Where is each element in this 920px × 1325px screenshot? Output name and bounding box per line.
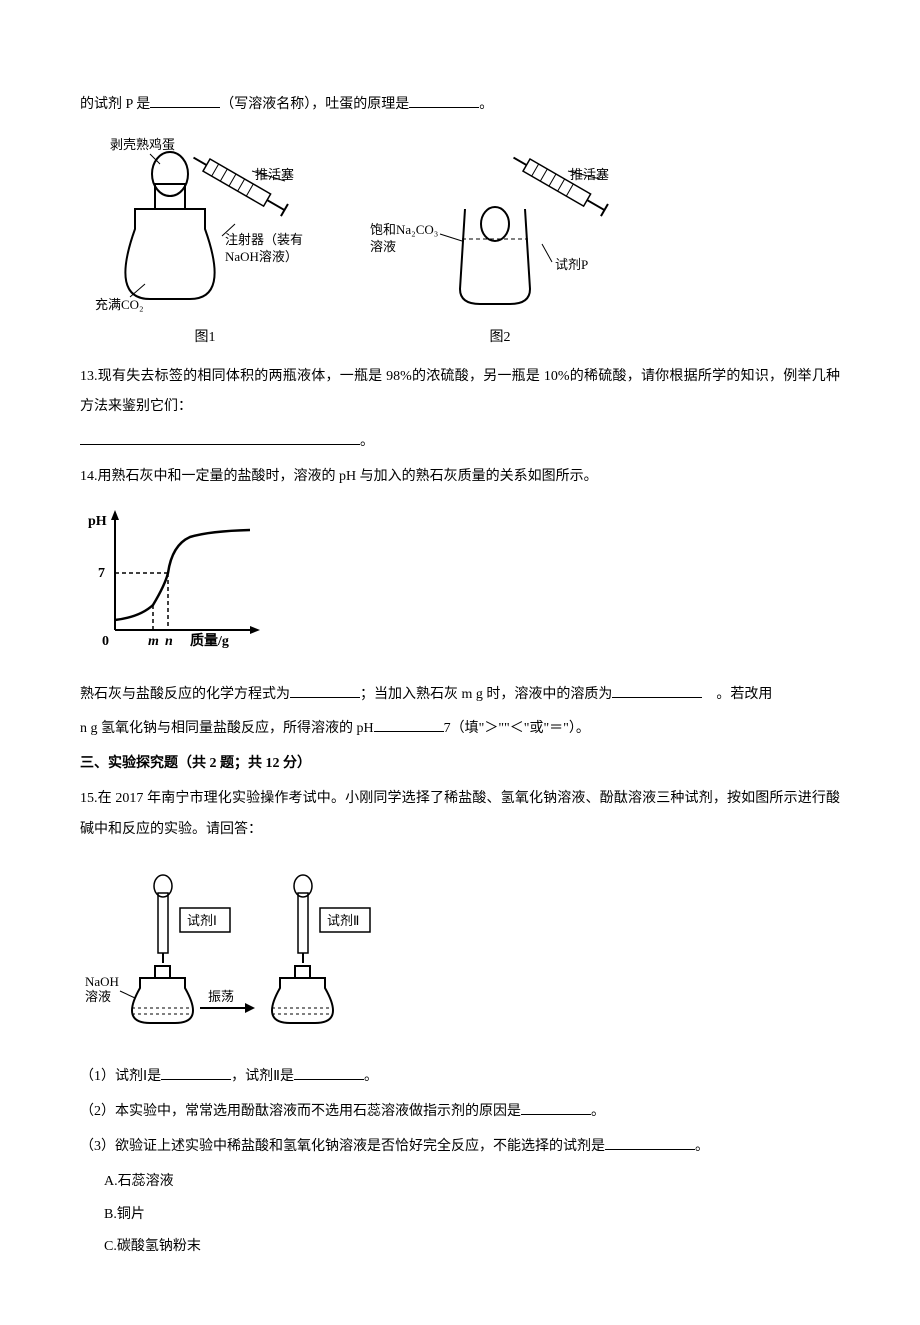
figure-1-svg: 剥壳熟鸡蛋 推活塞 注射器（装有 NaOH溶液） 充满CO₂: [80, 129, 330, 319]
svg-text:质量/g: 质量/g: [190, 632, 229, 649]
blank-principle[interactable]: [409, 94, 479, 108]
q15-s2c: 。: [591, 1104, 605, 1119]
q14-intro: 14.用熟石灰中和一定量的盐酸时，溶液的 pH 与加入的熟石灰质量的关系如图所示…: [80, 462, 840, 493]
svg-text:n: n: [165, 634, 173, 649]
q13-end: 。: [360, 434, 374, 449]
q15-s1b: ，试剂Ⅱ是: [231, 1069, 294, 1084]
option-a: A.石蕊溶液: [80, 1167, 840, 1198]
figure-2: 推活塞 饱和Na₂CO₃ 溶液 试剂P 图2: [370, 149, 630, 354]
svg-text:0: 0: [102, 634, 109, 649]
q12-end: 。: [479, 97, 493, 112]
blank-ph-compare[interactable]: [374, 718, 444, 732]
q14-l3b: 7（填"＞""＜"或"＝"）。: [444, 721, 590, 736]
svg-text:试剂P: 试剂P: [555, 257, 588, 272]
blank-q13-answer[interactable]: [80, 431, 360, 445]
egg-label-text: 剥壳熟鸡蛋: [110, 137, 175, 152]
q12-diagram-row: 剥壳熟鸡蛋 推活塞 注射器（装有 NaOH溶液） 充满CO₂: [80, 129, 840, 354]
q15-s1c: 。: [364, 1069, 378, 1084]
svg-text:NaOH: NaOH: [85, 974, 119, 989]
q15-s1a: （1）试剂Ⅰ是: [80, 1069, 161, 1084]
blank-reagent1[interactable]: [161, 1066, 231, 1080]
svg-text:充满CO₂: 充满CO₂: [95, 297, 144, 312]
svg-text:振荡: 振荡: [208, 989, 234, 1004]
svg-text:饱和Na₂CO₃: 饱和Na₂CO₃: [370, 222, 438, 237]
option-b: B.铜片: [80, 1200, 840, 1231]
q14-l3a: n g 氢氧化钠与相同量盐酸反应，所得溶液的 pH: [80, 721, 374, 736]
svg-text:推活塞: 推活塞: [255, 167, 294, 182]
blank-reagent-p[interactable]: [150, 94, 220, 108]
q15-intro: 15.在 2017 年南宁市理化实验操作考试中。小刚同学选择了稀盐酸、氢氧化钠溶…: [80, 784, 840, 846]
q14-line3: n g 氢氧化钠与相同量盐酸反应，所得溶液的 pH 7（填"＞""＜"或"＝"）。: [80, 714, 840, 745]
figure-1-caption: 图1: [195, 323, 216, 354]
q15-sub3: （3）欲验证上述实验中稀盐酸和氢氧化钠溶液是否恰好完全反应，不能选择的试剂是 。: [80, 1132, 840, 1163]
svg-text:溶液: 溶液: [370, 239, 396, 254]
q15-s2a: （2）本实验中，常常选用酚酞溶液而不选用石蕊溶液做指示剂的原因是: [80, 1104, 521, 1119]
blank-solute[interactable]: [612, 684, 702, 698]
svg-text:7: 7: [98, 566, 105, 581]
ph-graph-svg: pH 7 0 m n 质量/g: [80, 505, 270, 655]
blank-cannot-select[interactable]: [605, 1136, 695, 1150]
q15-svg: 试剂Ⅰ NaOH 溶液 振荡 试剂Ⅱ: [80, 858, 380, 1038]
q15-figure: 试剂Ⅰ NaOH 溶液 振荡 试剂Ⅱ: [80, 858, 840, 1051]
svg-text:试剂Ⅰ: 试剂Ⅰ: [187, 913, 217, 928]
q14-l2c: 。若改用: [702, 687, 772, 702]
q14-graph: pH 7 0 m n 质量/g: [80, 505, 840, 668]
blank-equation[interactable]: [290, 684, 360, 698]
blank-reason[interactable]: [521, 1101, 591, 1115]
q15-sub1: （1）试剂Ⅰ是 ，试剂Ⅱ是 。: [80, 1062, 840, 1093]
section-3-heading: 三、实验探究题（共 2 题；共 12 分）: [80, 749, 840, 780]
q14-l2a: 熟石灰与盐酸反应的化学方程式为: [80, 687, 290, 702]
q14-line2: 熟石灰与盐酸反应的化学方程式为 ；当加入熟石灰 m g 时，溶液中的溶质为 。若改…: [80, 680, 840, 711]
blank-reagent2[interactable]: [294, 1066, 364, 1080]
q13-answer-line: 。: [80, 427, 840, 458]
svg-text:m: m: [148, 634, 159, 649]
q13-text: 13.现有失去标签的相同体积的两瓶液体，一瓶是 98%的浓硫酸，另一瓶是 10%…: [80, 362, 840, 424]
q14-l2b: ；当加入熟石灰 m g 时，溶液中的溶质为: [360, 687, 612, 702]
figure-1: 剥壳熟鸡蛋 推活塞 注射器（装有 NaOH溶液） 充满CO₂: [80, 129, 330, 354]
svg-text:试剂Ⅱ: 试剂Ⅱ: [327, 913, 359, 928]
q15-sub2: （2）本实验中，常常选用酚酞溶液而不选用石蕊溶液做指示剂的原因是 。: [80, 1097, 840, 1128]
q15-s3a: （3）欲验证上述实验中稀盐酸和氢氧化钠溶液是否恰好完全反应，不能选择的试剂是: [80, 1139, 605, 1154]
q12-paren1: （写溶液名称），吐蛋的原理是: [220, 97, 409, 112]
q15-s3c: 。: [695, 1139, 709, 1154]
figure-2-svg: 推活塞 饱和Na₂CO₃ 溶液 试剂P: [370, 149, 630, 319]
ylabel: pH: [88, 514, 107, 529]
q12-continuation: 的试剂 P 是 （写溶液名称），吐蛋的原理是 。: [80, 90, 840, 121]
svg-text:溶液: 溶液: [85, 989, 111, 1004]
svg-text:推活塞: 推活塞: [570, 167, 609, 182]
figure-2-caption: 图2: [490, 323, 511, 354]
svg-text:NaOH溶液）: NaOH溶液）: [225, 249, 298, 264]
svg-text:注射器（装有: 注射器（装有: [225, 232, 303, 247]
q12-text-a: 的试剂 P 是: [80, 97, 150, 112]
option-c: C.碳酸氢钠粉末: [80, 1232, 840, 1263]
